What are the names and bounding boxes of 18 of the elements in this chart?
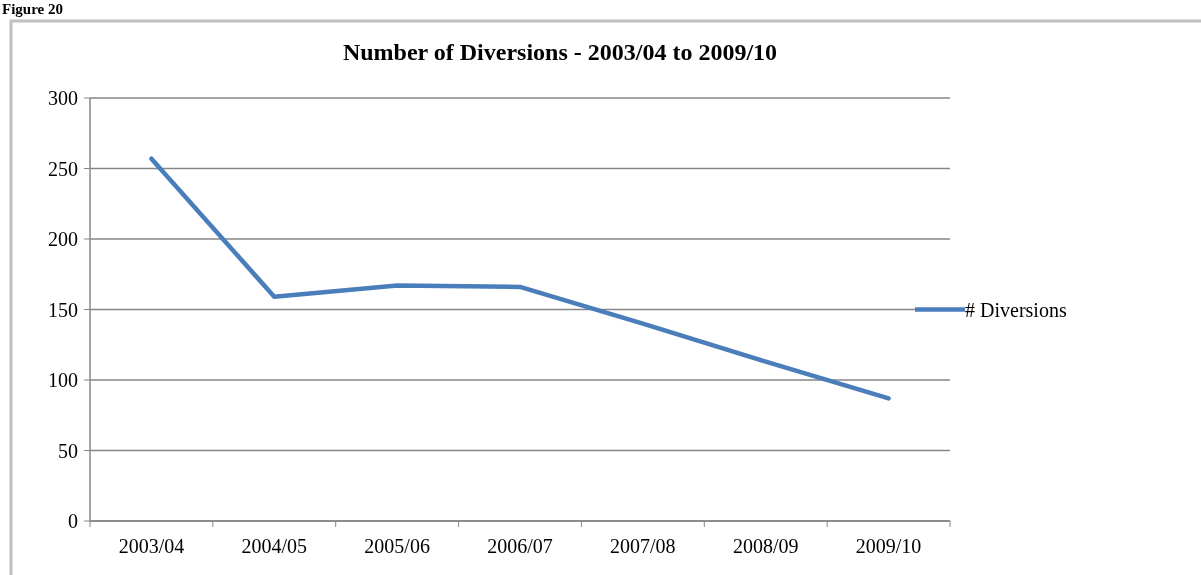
x-tick-label: 2003/04	[118, 535, 185, 557]
x-tick-label: 2009/10	[855, 535, 922, 557]
legend-label: # Diversions	[965, 298, 1067, 321]
x-tick-label: 2005/06	[364, 535, 430, 557]
y-tick-label: 150	[48, 298, 78, 321]
line-series	[149, 156, 891, 401]
x-tick-label: 2006/07	[487, 535, 553, 557]
x-tick-label: 2004/05	[241, 535, 308, 557]
y-tick-label: 0	[68, 510, 78, 532]
y-tick-label: 100	[48, 369, 78, 391]
x-tick-label: 2007/08	[610, 535, 676, 557]
y-tick-label: 50	[58, 439, 78, 462]
y-tick-label: 250	[48, 157, 78, 180]
caption: Figure 20	[2, 1, 63, 17]
y-tick-label: 300	[48, 87, 78, 109]
y-tick-label: 200	[48, 228, 78, 250]
chart-title: Number of Diversions - 2003/04 to 2009/10	[342, 39, 778, 65]
x-tick-label: 2008/09	[732, 535, 799, 557]
